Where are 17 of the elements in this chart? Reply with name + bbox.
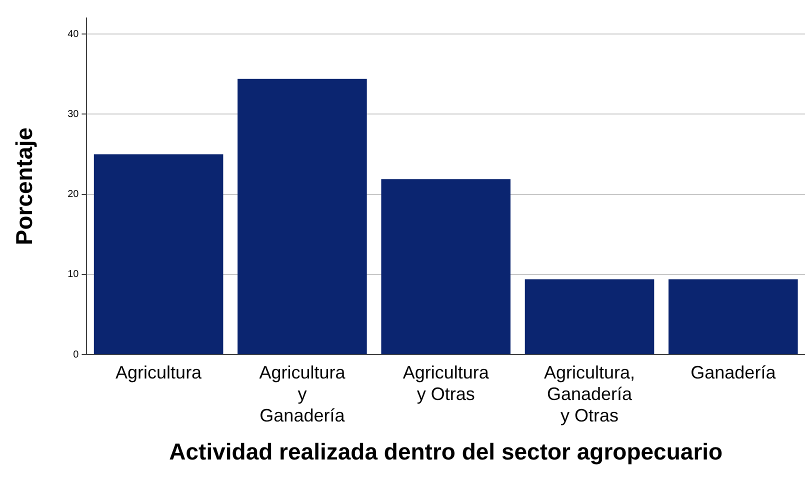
bar (94, 154, 224, 354)
y-tick-label: 20 (68, 189, 80, 200)
y-axis-title: Porcentaje (11, 127, 38, 246)
y-tick-label: 0 (73, 349, 80, 360)
y-tick-label: 30 (68, 108, 80, 120)
x-axis-title: Actividad realizada dentro del sector agropecuario (169, 438, 723, 465)
x-tick-label: Ganadería (690, 362, 777, 382)
x-tick-label: Agricultura (116, 362, 203, 382)
y-tick-label: 40 (68, 28, 80, 40)
bar (524, 279, 654, 354)
bar (668, 279, 798, 354)
x-tick-label: Agricultura, Ganadería y Otras (544, 362, 636, 426)
x-tick-label: Agricultura y Ganadería (259, 362, 346, 426)
bar (381, 179, 511, 354)
y-tick-label: 10 (68, 269, 80, 280)
bar (238, 78, 367, 354)
x-tick-label: Agricultura y Otras (402, 362, 490, 404)
